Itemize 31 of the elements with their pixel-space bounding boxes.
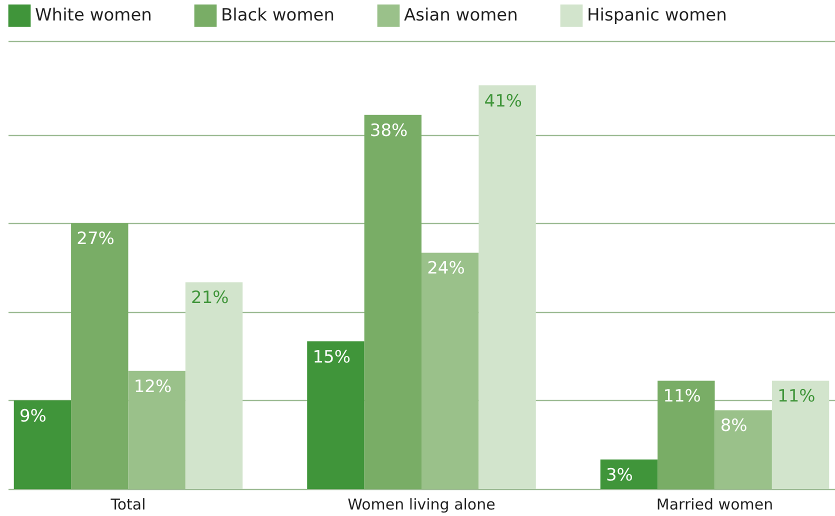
data-label: 3% bbox=[606, 465, 633, 486]
data-label: 15% bbox=[312, 347, 351, 368]
bar bbox=[364, 114, 422, 489]
legend-label: White women bbox=[35, 6, 152, 26]
data-label: 38% bbox=[370, 120, 408, 141]
data-label: 8% bbox=[720, 416, 748, 436]
bar bbox=[307, 341, 364, 489]
legend-label: Hispanic women bbox=[587, 6, 727, 26]
bar bbox=[600, 459, 658, 489]
data-label: 12% bbox=[134, 376, 172, 397]
x-tick-label: Women living alone bbox=[348, 496, 496, 514]
bar bbox=[14, 400, 72, 489]
bar bbox=[714, 410, 772, 489]
bar bbox=[422, 252, 479, 489]
data-label: 9% bbox=[19, 406, 46, 426]
data-label: 41% bbox=[484, 91, 522, 112]
data-label: 24% bbox=[427, 258, 465, 279]
bar bbox=[71, 223, 128, 489]
bar bbox=[128, 370, 186, 489]
x-tick-label: Married women bbox=[656, 496, 774, 514]
bar bbox=[478, 85, 536, 489]
data-label: 11% bbox=[663, 386, 701, 407]
data-label: 27% bbox=[76, 229, 114, 250]
data-label: 21% bbox=[191, 288, 229, 308]
legend-label: Asian women bbox=[404, 6, 518, 26]
bar bbox=[658, 380, 715, 489]
bar bbox=[772, 380, 830, 489]
data-label: 11% bbox=[778, 386, 816, 407]
x-tick-label: Total bbox=[110, 496, 146, 514]
bar bbox=[185, 282, 243, 489]
legend-label: Black women bbox=[221, 6, 334, 26]
